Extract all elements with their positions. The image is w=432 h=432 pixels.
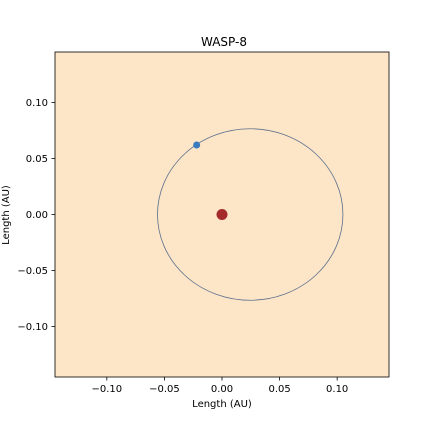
x-tick-label: 0.10	[326, 384, 348, 395]
y-tick-label: 0.05	[26, 154, 48, 165]
x-tick-label: −0.05	[149, 384, 180, 395]
x-tick-label: −0.10	[91, 384, 122, 395]
x-axis-label: Length (AU)	[192, 399, 252, 410]
chart-title: WASP-8	[201, 35, 247, 49]
orbit-path	[157, 128, 344, 301]
y-tick-label: 0.00	[26, 210, 48, 221]
y-axis-label: Length (AU)	[1, 185, 12, 245]
y-tick-label: 0.10	[26, 98, 48, 109]
planet-point	[193, 141, 201, 149]
y-tick-label: −0.10	[17, 322, 48, 333]
star-point	[216, 209, 228, 220]
x-tick-label: 0.00	[211, 384, 233, 395]
x-tick-label: 0.05	[268, 384, 290, 395]
y-tick-label: −0.05	[17, 266, 48, 277]
